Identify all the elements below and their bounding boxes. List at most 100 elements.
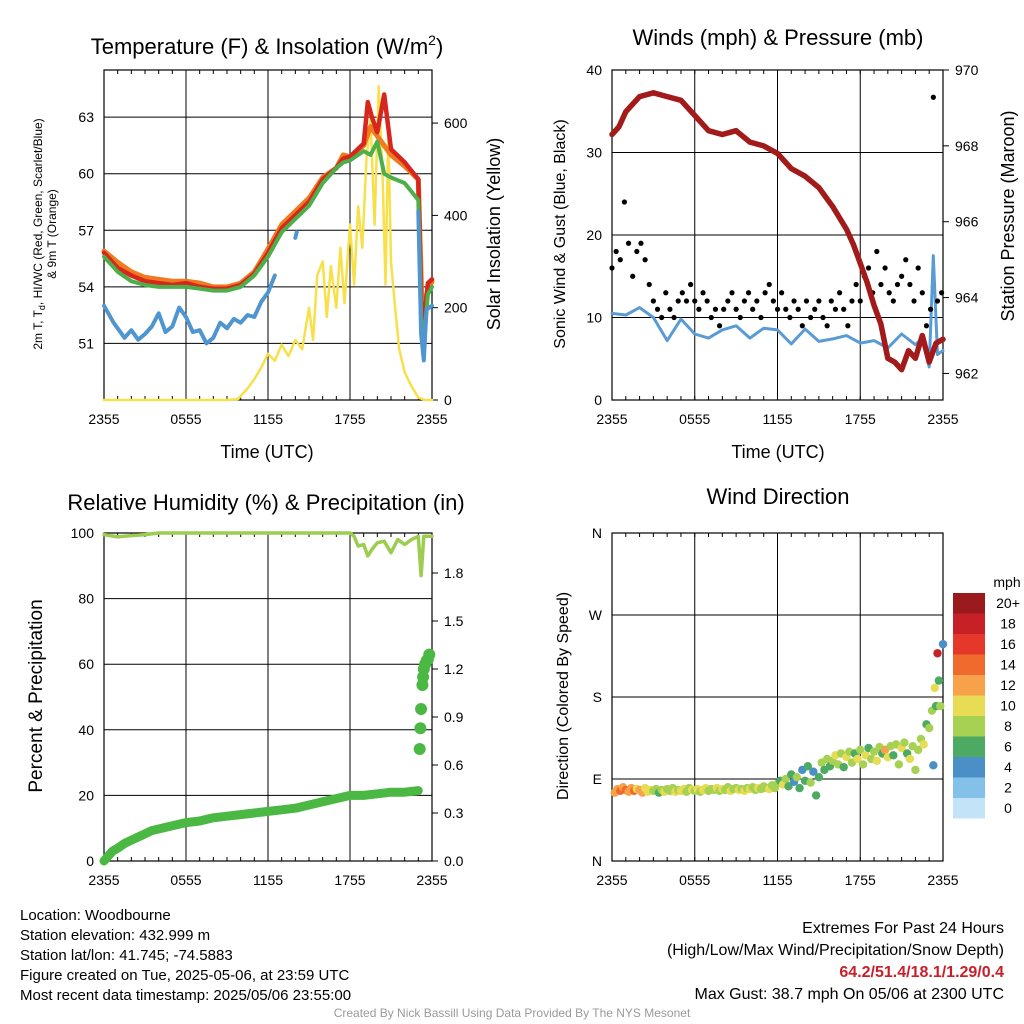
gust-point — [609, 265, 615, 271]
gust-point — [621, 199, 628, 205]
humidity-y-tick-label: 80 — [78, 591, 94, 607]
gust-point — [638, 240, 644, 246]
gust-point — [650, 298, 656, 304]
temperature-y2-tick-label: 400 — [444, 207, 468, 223]
gust-point — [890, 298, 896, 304]
station-location: Location: Woodbourne — [20, 907, 171, 924]
humidity-panel-title: Relative Humidity (%) & Precipitation (i… — [67, 490, 464, 515]
gust-point — [783, 306, 789, 312]
winds-x-tick-label: 2355 — [596, 411, 627, 427]
gust-point — [882, 265, 888, 271]
gust-point — [708, 314, 714, 321]
gust-point — [692, 298, 698, 304]
temperature-y-axis-label: 2m T, Td, HI/WC (Red, Green, Scarlet/Blu… — [31, 118, 47, 349]
gust-point — [934, 298, 941, 304]
pressure-y-axis-label: Station Pressure (Maroon) — [998, 110, 1018, 321]
wind-direction-point — [814, 772, 824, 782]
temperature-y-tick-label: 57 — [78, 222, 94, 238]
humidity-y-tick-label: 60 — [78, 656, 94, 672]
gust-point — [671, 314, 677, 321]
wind-direction-point — [792, 772, 802, 782]
temperature-x-tick-label: 0555 — [170, 411, 201, 427]
gust-point — [721, 306, 727, 312]
gust-point — [737, 314, 743, 321]
gust-point — [634, 248, 640, 255]
extremes-values: 64.2/51.4/18.1/1.29/0.4 — [839, 964, 1004, 981]
gust-point — [820, 314, 826, 321]
gust-point — [745, 290, 752, 296]
gust-point — [787, 314, 793, 321]
precip-point — [414, 722, 427, 735]
rh-line — [102, 531, 434, 578]
wind-direction-point — [889, 751, 898, 760]
temperature-x-tick-label: 1155 — [253, 411, 283, 427]
gust-point — [741, 298, 748, 304]
wind-direction-point — [781, 774, 790, 784]
wind-direction-x-tick-label: 2355 — [596, 872, 627, 888]
winds-y-tick-label: 0 — [594, 392, 602, 408]
gust-point — [700, 290, 706, 296]
speed-legend-label: 14 — [1000, 657, 1016, 673]
temperature-y-tick-label: 60 — [78, 166, 94, 182]
pressure-line — [609, 90, 946, 373]
gust-point — [758, 314, 764, 321]
gust-point — [750, 306, 756, 312]
wind-direction-point — [803, 762, 813, 771]
wind-direction-point — [929, 761, 938, 770]
gust-point — [919, 290, 925, 296]
temperature-plot-frame — [103, 69, 433, 401]
gust-point — [886, 290, 892, 296]
figure-created: Figure created on Tue, 2025-05-06, at 23… — [20, 967, 350, 984]
humidity-y-axis-label: Percent & Precipitation — [26, 599, 47, 792]
humidity-y2-tick-label: 0.6 — [444, 757, 464, 773]
dewpoint-line — [102, 273, 277, 346]
extremes-subtitle: (High/Low/Max Wind/Precipitation/Snow De… — [666, 942, 1004, 959]
gust-point — [795, 306, 801, 312]
humidity-y2-tick-label: 0.9 — [444, 709, 464, 725]
humidity-y2-tick-label: 0.0 — [444, 853, 464, 869]
wind-direction-point — [936, 701, 945, 711]
gust-point — [725, 298, 731, 304]
gust-point — [836, 290, 843, 296]
speed-legend-label: 12 — [1000, 677, 1016, 693]
wind-direction-plot-frame — [611, 532, 944, 862]
speed-legend-label: 0 — [1004, 800, 1012, 816]
gust-point — [878, 281, 884, 288]
gust-point — [865, 265, 872, 271]
wind-direction-point — [913, 745, 923, 755]
humidity-y2-tick-label: 1.8 — [444, 565, 464, 581]
speed-legend-swatch — [953, 634, 985, 655]
wind-direction-point — [911, 765, 920, 775]
wind-direction-y-tick-label: E — [593, 771, 602, 787]
winds-y-tick-label: 10 — [586, 310, 602, 326]
gust-point — [716, 323, 723, 329]
wind-direction-point — [811, 791, 821, 800]
wind-direction-point — [872, 756, 881, 765]
precip-point — [413, 743, 426, 755]
wind-direction-point — [900, 738, 909, 747]
gust-point — [841, 306, 847, 312]
speed-legend-label: 20+ — [996, 595, 1020, 611]
wind-direction-point — [869, 747, 879, 756]
station-info: Location: Woodbourne Station elevation: … — [20, 906, 351, 1006]
speed-legend-swatch — [953, 675, 985, 696]
gust-point — [667, 306, 673, 312]
wind-direction-y-tick-label: S — [593, 689, 602, 705]
speed-legend-label: 2 — [1004, 780, 1012, 796]
most-recent-data: Most recent data timestamp: 2025/05/06 2… — [20, 987, 352, 1004]
gust-point — [754, 298, 760, 304]
wind-direction-point — [806, 778, 815, 787]
winds-x-tick-label: 1155 — [762, 411, 792, 427]
temperature-x-tick-label: 2355 — [88, 411, 119, 427]
wind-direction-point — [858, 760, 868, 769]
gust-point — [907, 281, 913, 288]
gust-point — [857, 298, 863, 304]
winds-panel: Winds (mph) & Pressure (mb) Time (UTC) S… — [552, 25, 1018, 462]
humidity-y2-tick-label: 1.5 — [444, 613, 464, 629]
winds-x-tick-label: 0555 — [679, 411, 710, 427]
humidity-x-tick-label: 2355 — [88, 872, 119, 888]
wind-direction-point — [894, 760, 904, 769]
gust-point — [939, 290, 945, 296]
temperature-y2-tick-label: 200 — [444, 300, 468, 316]
